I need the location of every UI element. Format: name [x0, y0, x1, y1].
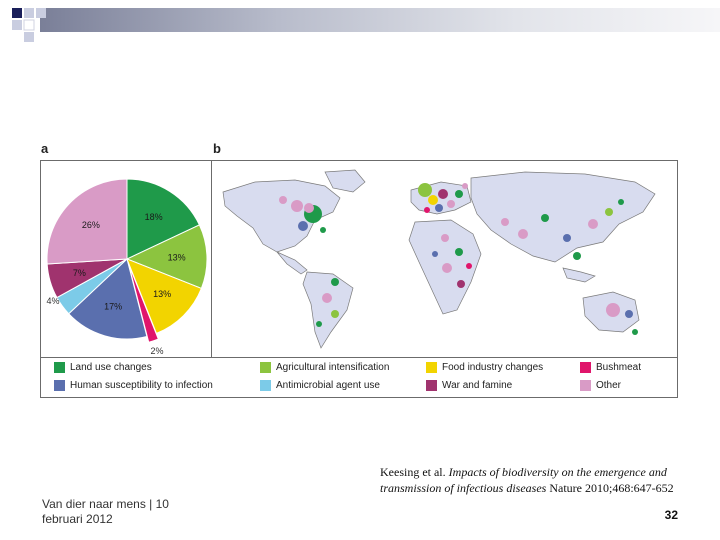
legend-label: Land use changes [70, 362, 152, 373]
pie-slice-label: 13% [168, 252, 186, 262]
legend-swatch [580, 380, 591, 391]
footer-line-2: februari 2012 [42, 512, 113, 526]
legend-swatch [54, 380, 65, 391]
legend-item-war-famine: War and famine [426, 380, 512, 391]
pie-slice-label: 26% [82, 220, 100, 230]
legend-swatch [426, 362, 437, 373]
legend-item-bushmeat: Bushmeat [580, 362, 641, 373]
legend-label: Agricultural intensification [276, 362, 390, 373]
decorative-squares-icon [12, 8, 46, 42]
legend-swatch [260, 380, 271, 391]
pie-slice-label: 4% [46, 296, 59, 306]
footer-line-1: Van dier naar mens | 10 [42, 497, 169, 511]
panel-b-label: b [213, 141, 221, 156]
figure-frame [40, 160, 678, 398]
legend-item-human-susceptibility: Human susceptibility to infection [54, 380, 213, 391]
pie-slice [128, 264, 159, 343]
pie-slice [46, 178, 128, 265]
pie-slice-label: 7% [73, 268, 86, 278]
citation-source: Nature 2010;468:647-652 [549, 481, 674, 495]
legend-item-other: Other [580, 380, 621, 391]
panel-divider [211, 161, 212, 357]
legend-label: Other [596, 380, 622, 391]
pie-slice [125, 224, 208, 290]
world-map [215, 164, 675, 354]
legend-item-land-use: Land use changes [54, 362, 152, 373]
legend-label: Food industry changes [442, 362, 544, 373]
citation-title: Impacts of biodiversity on the emergence… [380, 465, 667, 495]
legend-label: Bushmeat [596, 362, 642, 373]
legend-label: Antimicrobial agent use [276, 380, 380, 391]
legend-label: Human susceptibility to infection [70, 380, 213, 391]
pie-slice [126, 178, 201, 260]
legend-swatch [260, 362, 271, 373]
legend-swatch [580, 362, 591, 373]
legend-item-antimicrobial: Antimicrobial agent use [260, 380, 380, 391]
pie-chart: 18% 13% 13% 2% 17% 4% 7% 26% [46, 178, 208, 356]
pie-slice-label: 17% [104, 302, 122, 312]
page-number: 32 [664, 508, 678, 522]
legend-swatch [54, 362, 65, 373]
hotspot-markers [279, 183, 638, 335]
pie-slice [67, 258, 148, 340]
citation: Keesing et al. Impacts of biodiversity o… [380, 464, 710, 496]
header-gradient-band [40, 8, 720, 32]
pie-slice-label: 2% [150, 346, 163, 356]
legend-item-agricultural: Agricultural intensification [260, 362, 389, 373]
legend-swatch [426, 380, 437, 391]
pie-slice-label: 13% [153, 289, 171, 299]
panel-a-label: a [41, 141, 49, 156]
legend-item-food-industry: Food industry changes [426, 362, 543, 373]
citation-authors: Keesing et al. [380, 465, 446, 479]
footer-text: Van dier naar mens | 10 februari 2012 [42, 497, 202, 527]
chart-legend: Land use changes Human susceptibility to… [40, 357, 678, 398]
legend-label: War and famine [442, 380, 513, 391]
pie-slice [126, 258, 203, 335]
figure-panel: a b 18% 13% 13% 2% 17% 4% 7% 26% [39, 140, 680, 402]
pie-slice-label: 18% [145, 212, 163, 222]
